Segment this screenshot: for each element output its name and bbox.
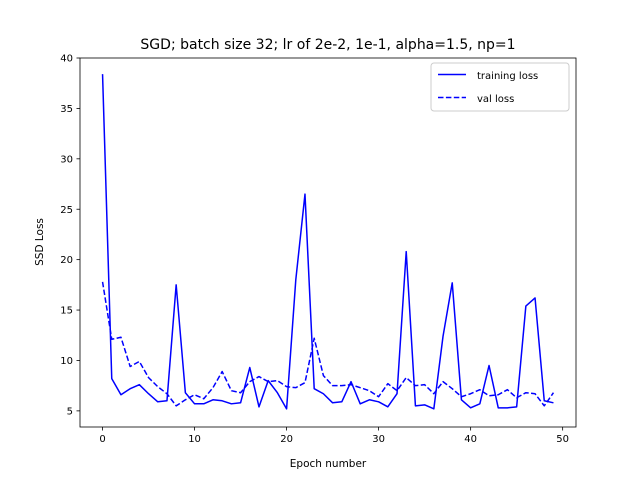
y-tick-label: 10 [60,356,73,367]
x-tick-label: 20 [280,434,293,445]
legend-label-val-loss: val loss [477,94,514,105]
y-tick-label: 30 [60,154,73,165]
x-tick-label: 30 [372,434,385,445]
y-axis-label: SSD Loss [34,218,46,266]
plot-area-background [80,58,576,427]
series-line-val-loss [101,281,555,407]
series-layer [101,74,555,410]
y-tick-label: 25 [60,205,73,216]
x-tick-label: 0 [99,434,105,445]
y-tick-label: 35 [60,104,73,115]
legend: training loss val loss [430,62,570,112]
chart-title: SGD; batch size 32; lr of 2e-2, 1e-1, al… [140,37,515,53]
y-tick-label: 5 [67,406,73,417]
plot-frame [79,57,577,428]
y-tick-label: 15 [60,306,73,317]
y-axis-ticks: 5 10 15 20 25 30 35 40 [60,54,80,417]
y-tick-label: 20 [60,255,73,266]
series-line-training-loss [101,74,554,410]
legend-label-training-loss: training loss [477,71,538,82]
x-axis-ticks: 0 10 20 30 40 50 [99,427,569,445]
x-tick-label: 40 [464,434,477,445]
x-tick-label: 50 [556,434,569,445]
y-tick-label: 40 [60,54,73,65]
x-axis-label: Epoch number [290,458,367,470]
x-tick-label: 10 [188,434,201,445]
